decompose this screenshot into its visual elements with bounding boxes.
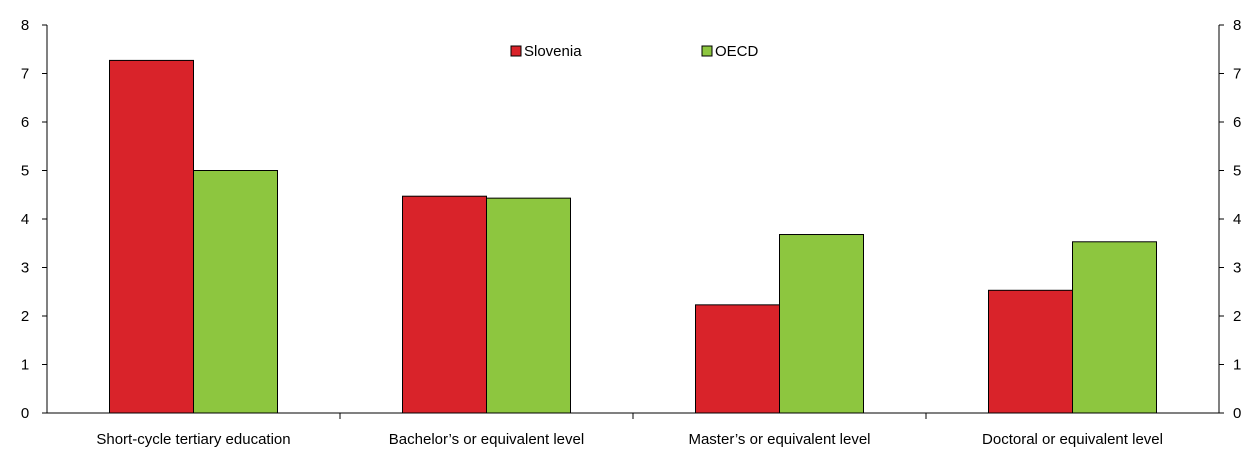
y-tick-label-right: 5 xyxy=(1233,163,1241,180)
bar-slovenia-3 xyxy=(695,304,780,414)
category-label: Bachelor’s or equivalent level xyxy=(389,431,584,448)
bar-oecd-3 xyxy=(779,234,864,414)
y-tick-label-left: 0 xyxy=(21,405,29,422)
legend-label-slovenia: Slovenia xyxy=(524,43,582,60)
category-label: Short-cycle tertiary education xyxy=(96,431,290,448)
y-tick-label-left: 1 xyxy=(21,357,29,374)
category-labels: Short-cycle tertiary education Bachelor’s… xyxy=(96,431,1163,448)
y-tick-label-right: 2 xyxy=(1233,308,1241,325)
bar-slovenia-2 xyxy=(402,195,487,414)
legend-swatch-slovenia xyxy=(510,45,522,57)
legend-label-oecd: OECD xyxy=(715,43,759,60)
y-tick-label-right: 8 xyxy=(1233,17,1241,34)
category-label: Doctoral or equivalent level xyxy=(982,431,1163,448)
legend: Slovenia OECD xyxy=(510,43,759,60)
bar-slovenia-1 xyxy=(109,59,194,414)
y-tick-label-left: 5 xyxy=(21,163,29,180)
bar-slovenia-4 xyxy=(988,289,1073,414)
category-label: Master’s or equivalent level xyxy=(688,431,870,448)
bar-oecd-2 xyxy=(486,197,571,414)
y-tick-label-right: 1 xyxy=(1233,357,1241,374)
y-tick-label-left: 7 xyxy=(21,66,29,83)
y-tick-label-left: 8 xyxy=(21,17,29,34)
bar-oecd-1 xyxy=(193,170,278,414)
legend-swatch-oecd xyxy=(701,45,713,57)
y-tick-label-left: 4 xyxy=(21,211,29,228)
y-tick-label-left: 3 xyxy=(21,260,29,277)
y-tick-label-right: 0 xyxy=(1233,405,1241,422)
bars xyxy=(109,59,1157,414)
y-tick-label-right: 7 xyxy=(1233,66,1241,83)
y-tick-label-right: 4 xyxy=(1233,211,1241,228)
y-tick-label-left: 2 xyxy=(21,308,29,325)
y-tick-label-right: 3 xyxy=(1233,260,1241,277)
y-tick-label-right: 6 xyxy=(1233,114,1241,131)
y-tick-label-left: 6 xyxy=(21,114,29,131)
bar-oecd-4 xyxy=(1072,241,1157,414)
